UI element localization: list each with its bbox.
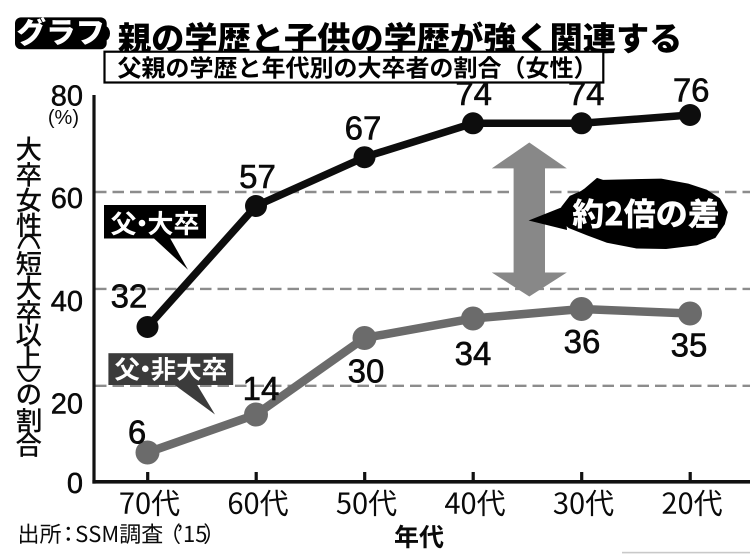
- svg-text:40: 40: [51, 286, 83, 318]
- svg-text:30: 30: [348, 353, 385, 390]
- svg-text:74: 74: [568, 75, 605, 112]
- svg-text:36: 36: [564, 323, 601, 360]
- svg-text:0: 0: [67, 468, 83, 500]
- svg-text:76: 76: [673, 72, 710, 109]
- svg-text:14: 14: [243, 370, 280, 407]
- svg-text:(%): (%): [48, 107, 79, 129]
- svg-text:80: 80: [51, 81, 83, 113]
- svg-text:20: 20: [51, 389, 83, 421]
- svg-text:57: 57: [239, 158, 276, 195]
- svg-text:34: 34: [455, 335, 492, 372]
- svg-text:74: 74: [455, 75, 492, 112]
- svg-text:60: 60: [51, 183, 83, 215]
- svg-text:32: 32: [111, 277, 148, 314]
- svg-text:6: 6: [128, 414, 146, 451]
- svg-text:67: 67: [345, 110, 382, 147]
- svg-text:35: 35: [671, 326, 708, 363]
